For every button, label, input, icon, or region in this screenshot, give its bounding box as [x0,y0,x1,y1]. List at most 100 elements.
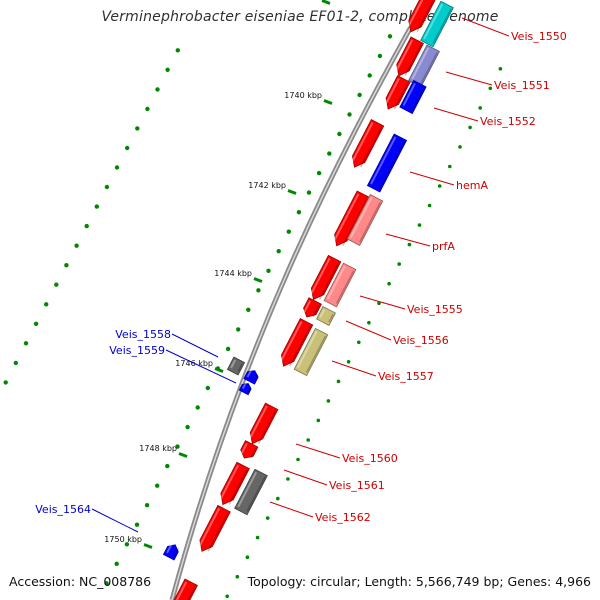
tick-dot [64,263,69,268]
gene-label: hemA [456,179,488,192]
tick-dot [124,542,130,547]
tick-dot [3,380,8,385]
tick-dot [387,34,393,39]
gene-label-connector [165,349,237,384]
tick-dot [488,86,493,91]
tick-dot [316,170,322,176]
gene-feature [226,356,246,376]
gene-label-connector [445,71,493,86]
tick-dot [316,418,321,423]
tick-dot [104,581,109,586]
pseudo-feature [323,262,357,308]
tick-dot [236,327,241,332]
cds-feature [240,440,259,459]
tick-dot [145,106,150,112]
tick-dot [468,125,472,130]
tick-dot [458,145,462,149]
gene-label: Veis_1560 [342,452,398,465]
cds-feature [219,461,250,506]
cds-feature [198,504,231,552]
tick-dot [367,73,372,78]
tick-mark [178,452,188,458]
tick-dot [387,281,391,286]
tick-label: 1750 kbp [104,535,142,544]
tick-dot [225,594,229,599]
tick-mark [143,543,153,549]
tick-dot [23,341,29,346]
pseudo-feature [346,194,384,246]
tick-label: 1742 kbp [248,181,286,190]
tick-mark [323,99,333,105]
tick-dot [265,516,270,520]
gene-label-connector [171,333,219,358]
tick-dot [498,67,503,71]
gene-label-connector [359,295,406,310]
gene-label: Veis_1550 [511,30,567,43]
tick-dot [397,262,402,266]
gene-label: Veis_1562 [315,511,371,524]
tick-dot [175,48,180,53]
tick-dot [377,53,383,59]
gene-feature [234,468,268,516]
gene-label-connector [433,107,479,122]
cds-feature [366,133,408,193]
tick-dot [327,151,332,156]
tick-dot [357,340,361,345]
tick-dot [437,184,442,188]
tick-mark [321,0,331,5]
tick-dot [286,229,291,234]
cds-feature [395,36,424,77]
tick-dot [296,210,302,215]
gene-label-connector [91,508,139,533]
tick-dot [195,405,200,410]
gene-label: Veis_1558 [115,328,171,341]
tick-dot [256,288,261,293]
cds-feature [248,402,279,445]
tick-dot [286,477,290,481]
gene-label: Veis_1557 [378,370,434,383]
tick-dot [84,223,89,229]
gene-label-connector [331,360,377,377]
genome-backbone-highlight [171,0,427,600]
gene-label: Veis_1564 [35,503,91,516]
tick-dot [134,522,140,527]
misc-feature [293,327,329,377]
tick-dot [225,346,231,352]
tick-dot [255,535,260,540]
gene-label: prfA [432,240,455,253]
cds-feature [408,44,440,88]
gene-label: Veis_1555 [407,303,463,316]
tick-dot [337,131,342,137]
tick-dot [175,444,180,449]
gene-label-layer: Veis_1550 Veis_1551 Veis_1552 hemA prfA Veis_… [35,30,566,524]
tick-dot [347,112,352,117]
tick-dot [367,320,371,325]
gene-label-connector [461,17,510,37]
tick-dot [13,360,18,366]
tick-dot [448,164,452,169]
gene-label: Veis_1561 [329,479,385,492]
cds-feature [350,119,385,168]
trna-feature [420,0,454,48]
misc-feature [316,306,336,326]
tick-label: 1744 kbp [214,269,252,278]
gene-label-connector [385,233,431,247]
label-connector-layer [91,17,510,533]
tick-dot [155,87,160,92]
cds-feature [169,578,198,600]
tick-dot [205,385,210,391]
tick-dot [266,268,271,273]
tick-dot [417,223,422,227]
cds-feature [162,544,179,561]
tick-dot [296,457,300,462]
tick-dot [306,190,312,195]
tick-mark [287,189,297,195]
tick-dot [104,184,110,190]
accession-text: Accession: NC_008786 [9,574,152,589]
tick-mark [214,367,224,373]
tick-dot [94,204,100,209]
tick-dot [44,302,49,307]
tick-dot [306,438,311,442]
